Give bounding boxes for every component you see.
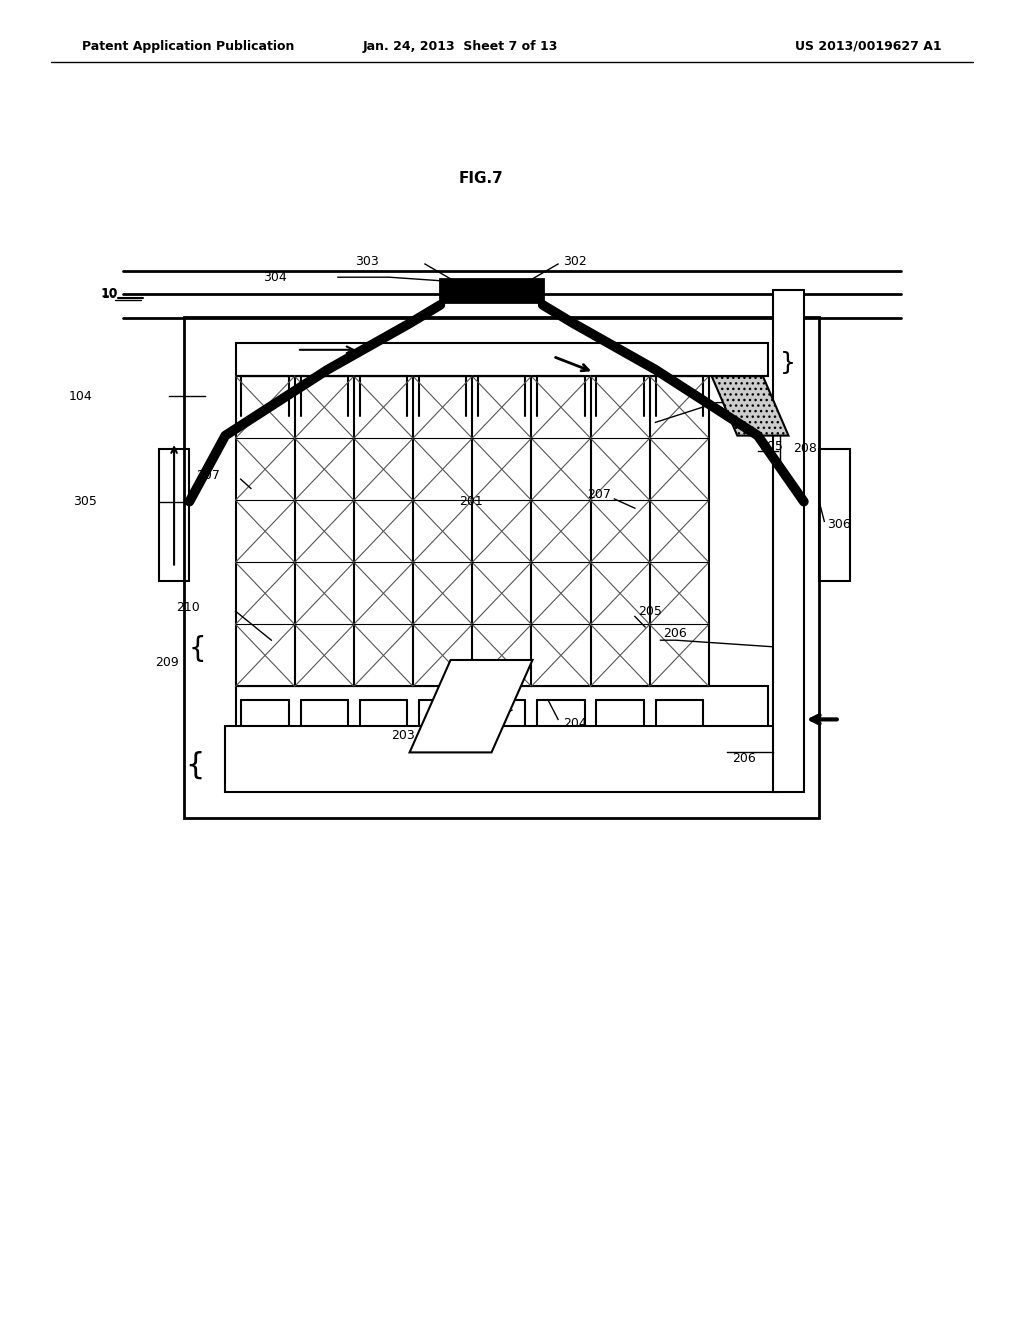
Text: 201: 201 (459, 495, 483, 508)
Text: 305: 305 (74, 495, 97, 508)
Text: 207: 207 (197, 469, 220, 482)
Bar (225, 726, 778, 792)
Text: 206: 206 (732, 752, 756, 766)
Text: 10: 10 (100, 286, 118, 300)
Polygon shape (410, 660, 532, 752)
Text: 306: 306 (827, 517, 851, 531)
Text: 203: 203 (391, 729, 415, 742)
Bar (159, 449, 189, 581)
Text: }: } (780, 351, 797, 375)
Text: FIG.7: FIG.7 (459, 170, 504, 186)
Text: 209: 209 (156, 656, 179, 669)
Text: 204: 204 (563, 717, 587, 730)
Bar (236, 343, 768, 376)
Text: {: { (185, 751, 205, 780)
Text: 105: 105 (760, 440, 783, 453)
Text: 210: 210 (176, 601, 200, 614)
Polygon shape (712, 376, 788, 436)
Text: Jan. 24, 2013  Sheet 7 of 13: Jan. 24, 2013 Sheet 7 of 13 (364, 40, 558, 53)
Bar (440, 279, 543, 302)
Text: 10: 10 (101, 288, 118, 301)
Bar (236, 686, 768, 739)
Text: 304: 304 (263, 271, 287, 284)
Bar (184, 317, 819, 818)
Text: US 2013/0019627 A1: US 2013/0019627 A1 (796, 40, 942, 53)
Bar (819, 449, 850, 581)
Text: 104: 104 (69, 389, 92, 403)
Text: 302: 302 (563, 255, 587, 268)
Text: 303: 303 (355, 255, 379, 268)
Text: Patent Application Publication: Patent Application Publication (82, 40, 294, 53)
Text: 207: 207 (588, 488, 611, 502)
Text: {: { (188, 635, 207, 664)
Text: 208: 208 (794, 442, 817, 455)
Bar (773, 290, 804, 792)
Text: 206: 206 (664, 627, 687, 640)
Text: 301: 301 (742, 396, 766, 409)
Text: 205: 205 (638, 605, 662, 618)
